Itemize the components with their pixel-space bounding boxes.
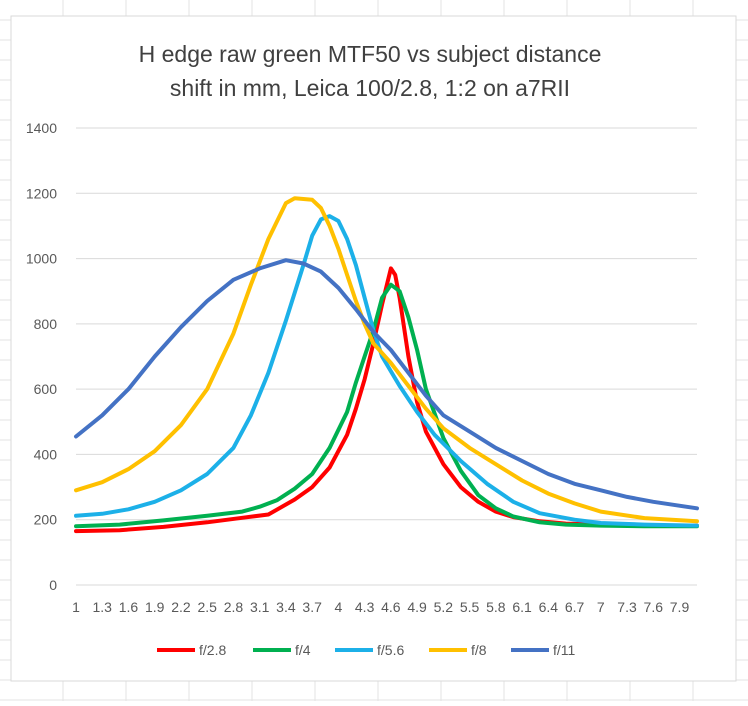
x-tick-label: 1 <box>72 599 80 615</box>
legend: f/2.8 f/4 f/5.6 f/8 f/11 <box>157 642 576 658</box>
x-tick-label: 4 <box>334 599 342 615</box>
x-tick-label: 7.3 <box>617 599 637 615</box>
x-tick-label: 5.8 <box>486 599 506 615</box>
data-series <box>74 196 699 534</box>
series-line-f-8 <box>74 196 699 524</box>
series-line-f-5-6 <box>74 214 699 528</box>
x-tick-label: 1.9 <box>145 599 165 615</box>
x-tick-label: 3.7 <box>302 599 322 615</box>
x-tick-label: 4.3 <box>355 599 375 615</box>
x-tick-label: 2.5 <box>197 599 217 615</box>
x-tick-label: 7.9 <box>670 599 690 615</box>
horizontal-gridlines <box>76 127 697 586</box>
y-tick-label: 1400 <box>26 120 57 136</box>
chart-title-line-2: shift in mm, Leica 100/2.8, 1:2 on a7RII <box>170 75 570 101</box>
y-tick-label: 800 <box>34 316 58 332</box>
x-tick-label: 5.2 <box>434 599 454 615</box>
y-tick-label: 1200 <box>26 185 57 201</box>
legend-label: f/11 <box>553 642 576 658</box>
legend-label: f/4 <box>295 642 311 658</box>
legend-label: f/5.6 <box>377 642 404 658</box>
x-axis-tick-labels: 1 1.3 1.6 1.9 2.2 2.5 2.8 3.1 3.4 3.7 4 4.3 4.6 4.9 5.… <box>72 599 689 615</box>
x-tick-label: 2.2 <box>171 599 191 615</box>
x-tick-label: 1.3 <box>93 599 113 615</box>
y-axis-tick-labels: 0 200 400 600 800 1000 1200 1400 <box>26 120 57 593</box>
x-tick-label: 4.6 <box>381 599 401 615</box>
y-tick-label: 200 <box>34 512 58 528</box>
y-tick-label: 400 <box>34 446 58 462</box>
x-tick-label: 5.5 <box>460 599 480 615</box>
y-tick-label: 600 <box>34 381 58 397</box>
x-tick-label: 4.9 <box>407 599 427 615</box>
legend-label: f/8 <box>471 642 487 658</box>
x-tick-label: 6.4 <box>539 599 559 615</box>
chart-title-line-1: H edge raw green MTF50 vs subject distan… <box>139 41 602 67</box>
x-tick-label: 1.6 <box>119 599 139 615</box>
y-tick-label: 1000 <box>26 251 57 267</box>
series-line-f-4 <box>74 282 699 529</box>
series-line-f-11 <box>74 258 699 511</box>
x-tick-label: 6.1 <box>512 599 532 615</box>
x-tick-label: 7.6 <box>644 599 664 615</box>
x-tick-label: 7 <box>597 599 605 615</box>
x-tick-label: 3.4 <box>276 599 296 615</box>
x-tick-label: 3.1 <box>250 599 270 615</box>
x-tick-label: 2.8 <box>224 599 244 615</box>
legend-label: f/2.8 <box>199 642 226 658</box>
y-tick-label: 0 <box>49 577 57 593</box>
x-tick-label: 6.7 <box>565 599 585 615</box>
